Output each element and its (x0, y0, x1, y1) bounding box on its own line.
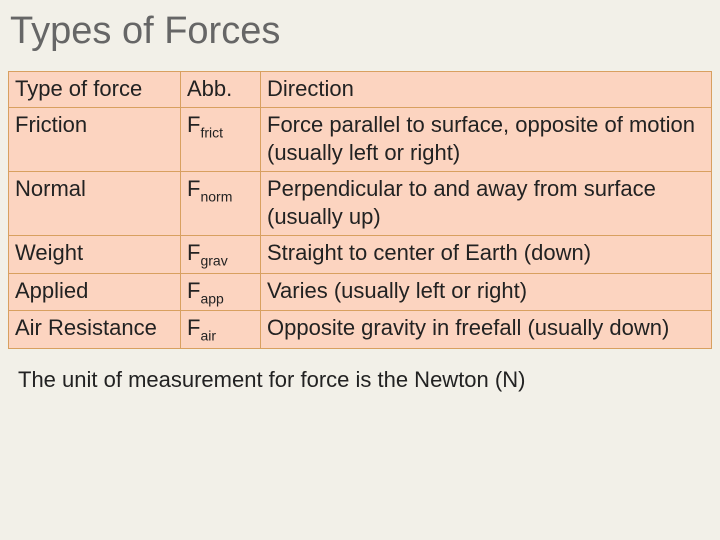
cell-dir: Varies (usually left or right) (261, 273, 712, 311)
cell-dir: Perpendicular to and away from surface (… (261, 171, 712, 235)
cell-abb: Fair (181, 311, 261, 349)
cell-abb: Fapp (181, 273, 261, 311)
header-type: Type of force (9, 72, 181, 108)
table-row: Normal Fnorm Perpendicular to and away f… (9, 171, 712, 235)
cell-type: Applied (9, 273, 181, 311)
cell-abb: Fgrav (181, 235, 261, 273)
header-dir: Direction (261, 72, 712, 108)
header-abb: Abb. (181, 72, 261, 108)
table-row: Applied Fapp Varies (usually left or rig… (9, 273, 712, 311)
cell-type: Normal (9, 171, 181, 235)
cell-type: Friction (9, 107, 181, 171)
cell-dir: Straight to center of Earth (down) (261, 235, 712, 273)
table-row: Friction Ffrict Force parallel to surfac… (9, 107, 712, 171)
cell-dir: Force parallel to surface, opposite of m… (261, 107, 712, 171)
cell-abb: Fnorm (181, 171, 261, 235)
cell-dir: Opposite gravity in freefall (usually do… (261, 311, 712, 349)
page-title: Types of Forces (0, 0, 720, 71)
table-header-row: Type of force Abb. Direction (9, 72, 712, 108)
footnote-text: The unit of measurement for force is the… (0, 349, 720, 393)
table-row: Weight Fgrav Straight to center of Earth… (9, 235, 712, 273)
cell-type: Air Resistance (9, 311, 181, 349)
cell-type: Weight (9, 235, 181, 273)
cell-abb: Ffrict (181, 107, 261, 171)
table-row: Air Resistance Fair Opposite gravity in … (9, 311, 712, 349)
forces-table: Type of force Abb. Direction Friction Ff… (8, 71, 712, 349)
